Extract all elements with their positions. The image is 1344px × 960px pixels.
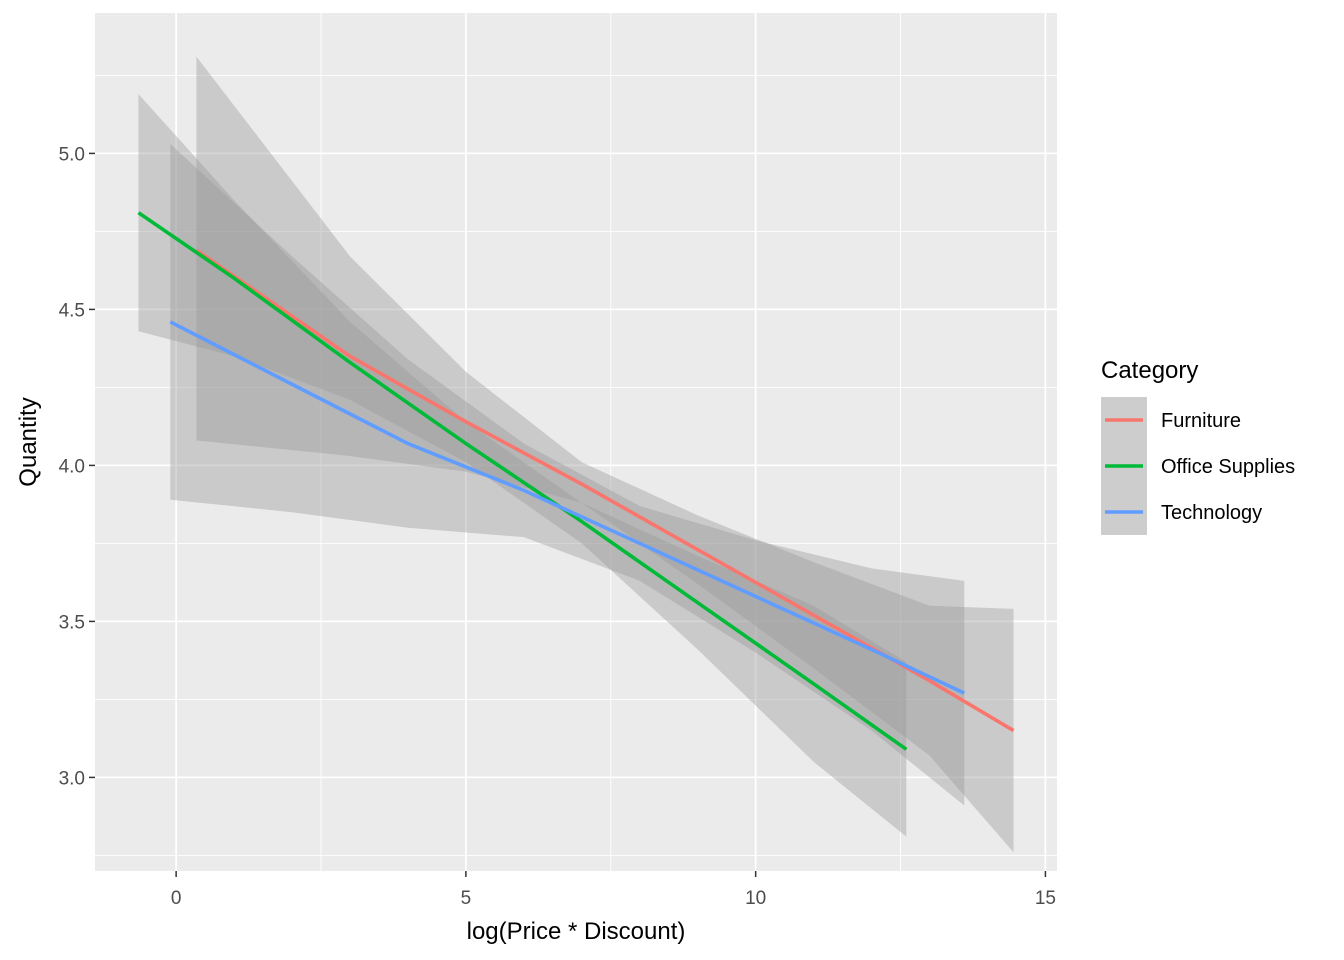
confidence-band-office-supplies — [138, 94, 907, 837]
y-tick-label: 5.0 — [59, 144, 85, 165]
y-tick-label: 4.0 — [59, 456, 85, 477]
legend-title: Category — [1101, 357, 1198, 384]
legend: Category Furniture Office Supplies Technol… — [1101, 357, 1295, 535]
x-tick-label: 0 — [171, 888, 182, 909]
x-axis-title: log(Price * Discount) — [467, 918, 686, 945]
x-tick-label: 15 — [1035, 888, 1056, 909]
regression-lines — [137, 211, 1015, 751]
legend-label-office-supplies: Office Supplies — [1161, 456, 1295, 478]
y-axis-title: Quantity — [15, 397, 42, 486]
y-tick-label: 4.5 — [59, 300, 85, 321]
legend-label-technology: Technology — [1161, 502, 1262, 524]
grid-minor — [95, 13, 1057, 871]
x-axis: 0 5 10 15 — [171, 871, 1056, 909]
regression-line-furniture — [195, 248, 1015, 733]
legend-label-furniture: Furniture — [1161, 410, 1241, 432]
x-tick-label: 10 — [745, 888, 766, 909]
confidence-band-furniture — [196, 56, 1014, 853]
regression-line-technology — [169, 320, 966, 695]
y-tick-label: 3.0 — [59, 768, 85, 789]
x-tick-label: 5 — [461, 888, 472, 909]
y-tick-label: 3.5 — [59, 612, 85, 633]
y-axis: 3.0 3.5 4.0 4.5 5.0 — [59, 144, 95, 789]
regression-line-office-supplies — [137, 211, 908, 751]
plot-panel — [95, 13, 1057, 871]
